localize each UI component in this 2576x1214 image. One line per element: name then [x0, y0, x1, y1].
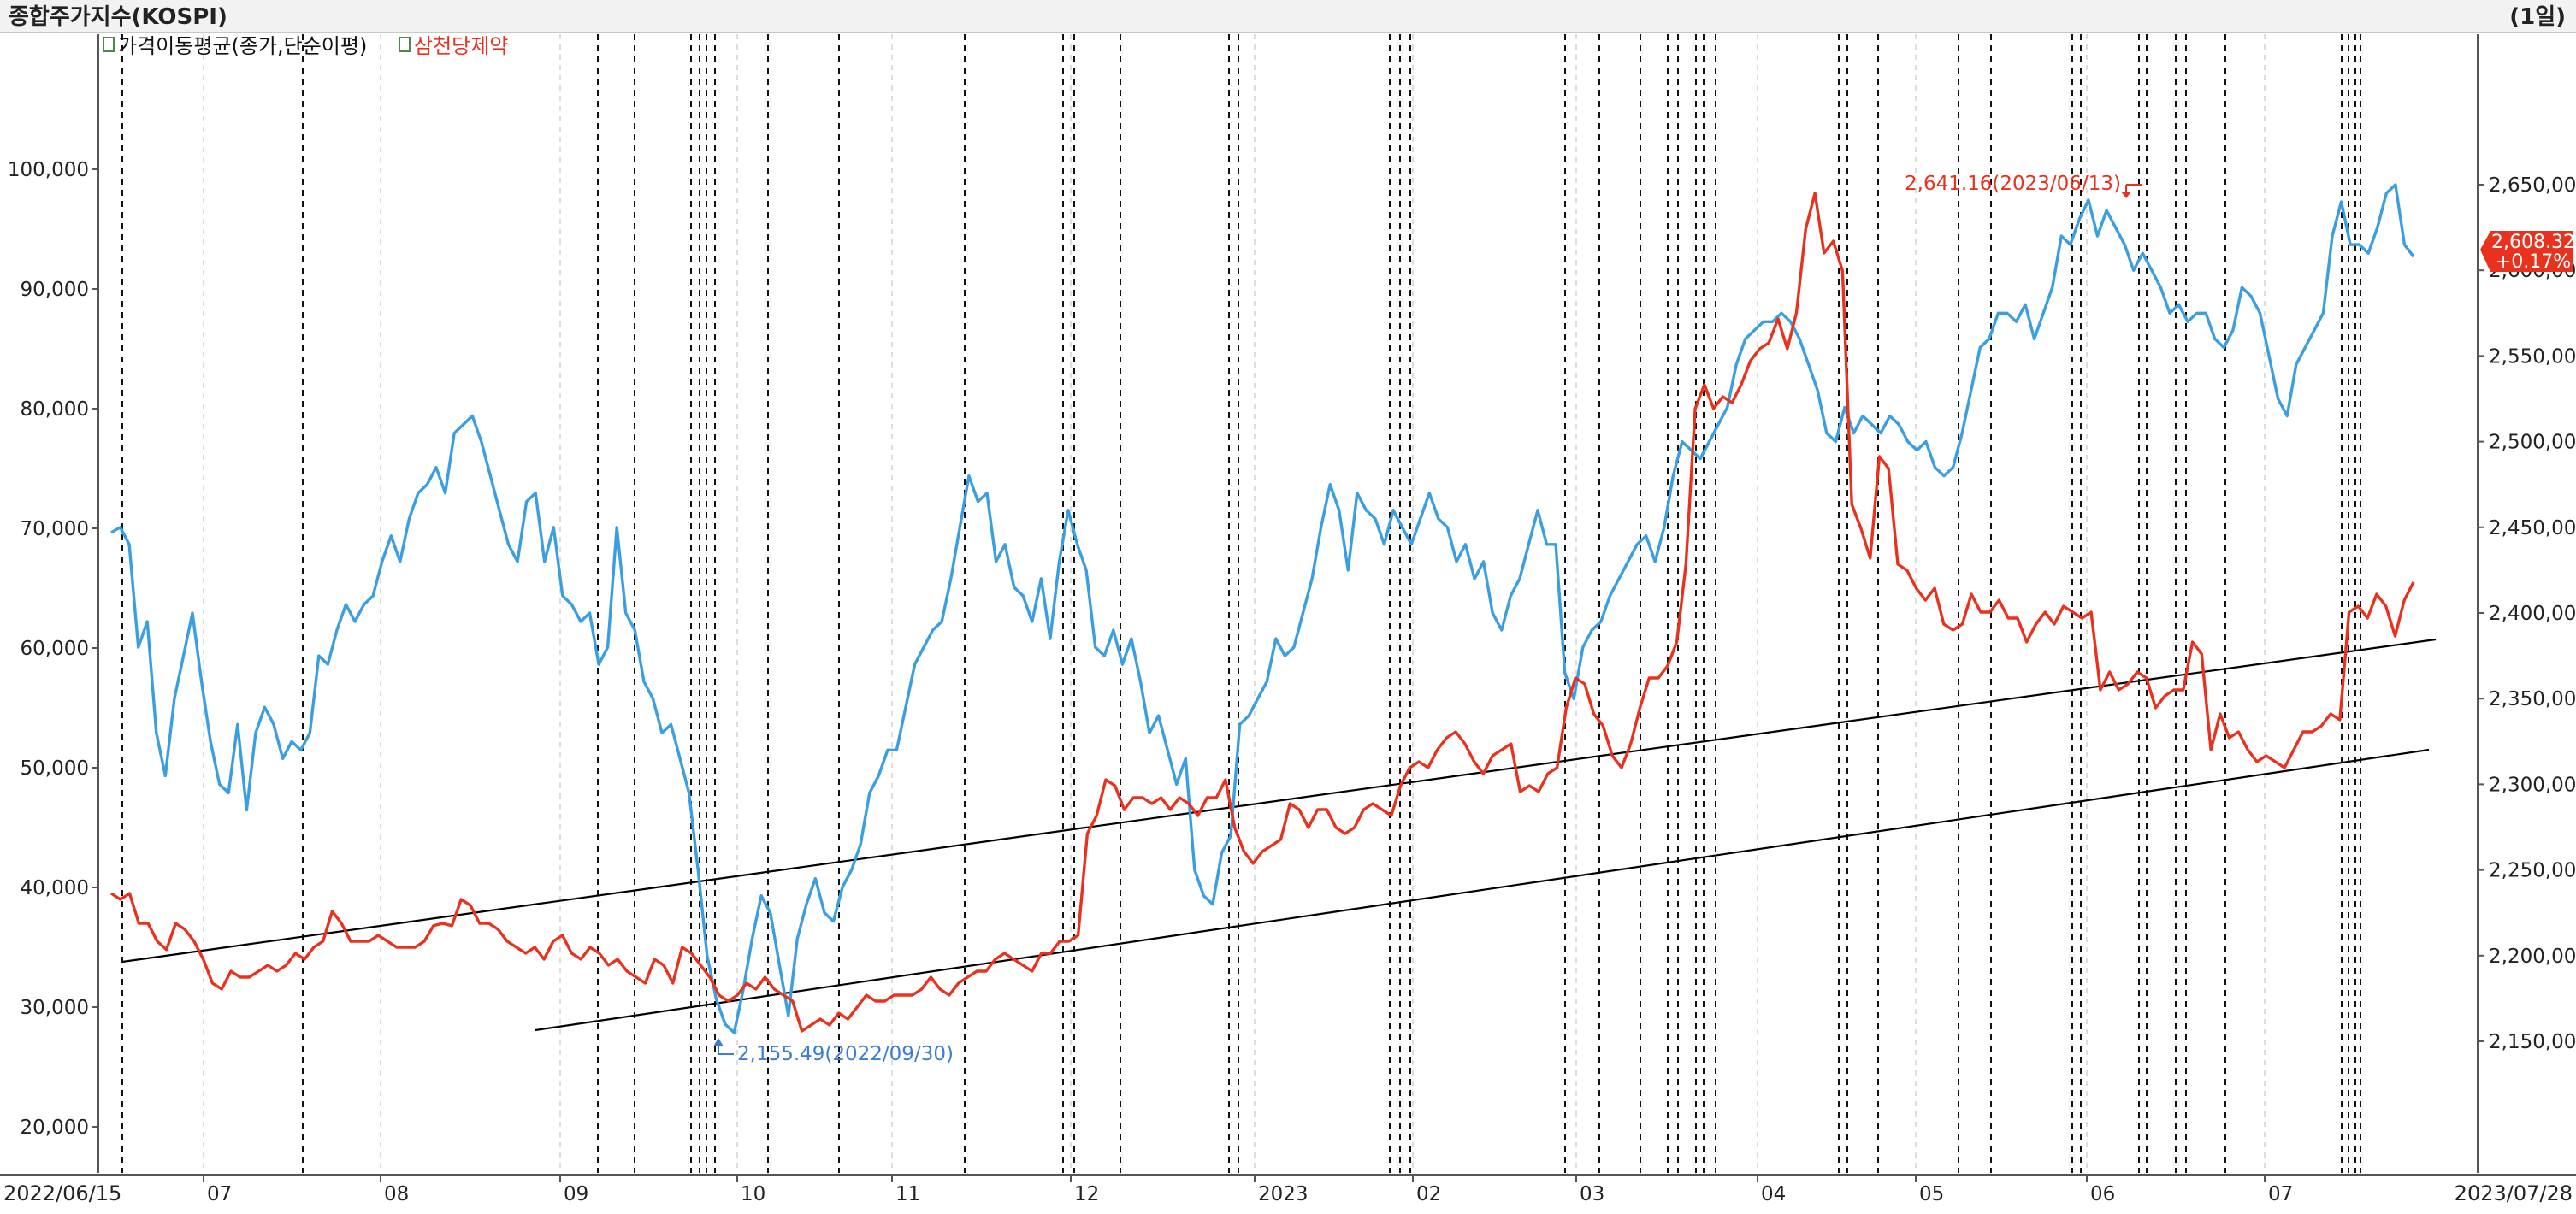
- annotation-low-label: 2,155.49(2022/09/30): [737, 1043, 954, 1065]
- legend-icon-ma: [103, 37, 115, 52]
- right-tick-label: 2,350,00: [2489, 688, 2576, 710]
- x-tick-label: 04: [1761, 1183, 1786, 1205]
- series-group: [110, 183, 2415, 1034]
- left-tick-label: 70,000: [21, 518, 89, 540]
- stock-series-line: [110, 192, 2415, 1033]
- right-tick-label: 2,300,00: [2489, 774, 2576, 796]
- left-tick-label: 60,000: [21, 638, 89, 660]
- legend-icon-stock: [399, 37, 411, 52]
- left-tick-label: 40,000: [21, 877, 89, 899]
- title-bar: [0, 0, 2576, 32]
- x-tick-label: 02: [1416, 1183, 1441, 1205]
- last-value-change: +0.17%: [2496, 251, 2571, 273]
- annotation-high-label: 2,641.16(2023/06/13): [1905, 173, 2121, 195]
- x-tick-label: 06: [2090, 1183, 2115, 1205]
- x-tick-label: 10: [741, 1183, 765, 1205]
- trend-lines: [121, 638, 2437, 1032]
- right-tick-label: 2,200,00: [2489, 946, 2576, 968]
- x-tick-label: 08: [384, 1183, 409, 1205]
- x-tick-label: 2023: [1258, 1183, 1309, 1205]
- right-tick-label: 2,250,00: [2489, 860, 2576, 882]
- event-lines: [121, 34, 2361, 1173]
- last-value-badge: 2,608.32 +0.17%: [2480, 231, 2575, 273]
- left-tick-label: 30,000: [21, 997, 89, 1019]
- right-tick-label: 2,550,00: [2489, 345, 2576, 368]
- period-label: (1일): [2509, 4, 2566, 30]
- right-tick-label: 2,500,00: [2489, 432, 2576, 454]
- left-tick-label: 80,000: [21, 398, 89, 421]
- right-tick-label: 2,400,00: [2489, 603, 2576, 625]
- trend-line-lower: [535, 748, 2430, 1032]
- x-tick-label: 07: [207, 1183, 232, 1205]
- x-tick-label: 11: [895, 1183, 920, 1205]
- legend-label-stock: 삼천당제약: [414, 34, 508, 58]
- x-tick-label: 07: [2268, 1183, 2293, 1205]
- x-end-label: 2023/07/28: [2455, 1182, 2573, 1205]
- kospi-series-line: [110, 183, 2415, 1034]
- trend-line-upper: [121, 638, 2437, 964]
- right-tick-label: 2,150,00: [2489, 1031, 2576, 1053]
- x-tick-label: 03: [1580, 1183, 1604, 1205]
- left-tick-label: 100,000: [8, 159, 89, 181]
- left-tick-label: 50,000: [21, 757, 89, 780]
- x-tick-label: 05: [1919, 1183, 1944, 1205]
- chart-title: 종합주가지수(KOSPI): [9, 4, 227, 30]
- right-tick-label: 2,450,00: [2489, 517, 2576, 539]
- x-tick-label: 12: [1074, 1183, 1099, 1205]
- annotation-low: 2,155.49(2022/09/30): [713, 1038, 954, 1065]
- left-tick-label: 90,000: [21, 279, 89, 301]
- annotation-high: 2,641.16(2023/06/13): [1905, 173, 2142, 198]
- right-tick-label: 2,650,00: [2489, 174, 2576, 197]
- x-axis: 2022/06/15 2023/07/28 07 08 09 10 11 12 2023 02…: [3, 34, 2573, 1205]
- x-start-label: 2022/06/15: [3, 1182, 121, 1205]
- last-value-price: 2,608.32: [2491, 232, 2575, 253]
- left-axis: 20,000 30,000 40,000 50,000 60,000 70,000 80,0…: [8, 159, 98, 1139]
- legend: 가격이동평균(종가,단순이평) 삼천당제약: [103, 34, 508, 58]
- legend-label-ma: 가격이동평균(종가,단순이평): [118, 34, 367, 58]
- left-tick-label: 20,000: [21, 1117, 89, 1139]
- x-tick-label: 09: [564, 1183, 588, 1205]
